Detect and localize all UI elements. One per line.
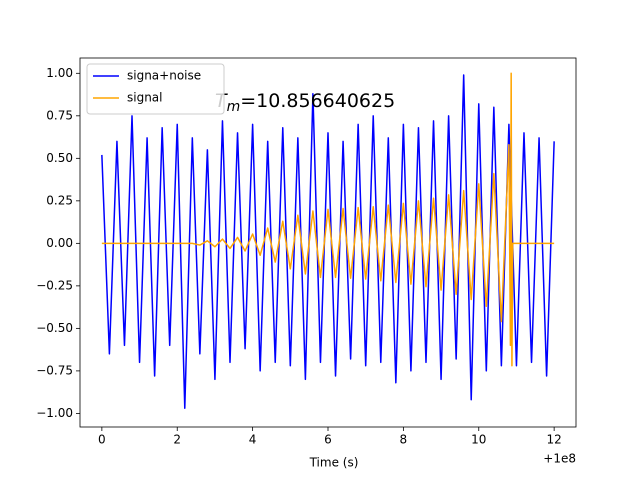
x-tick-label: 10: [471, 433, 486, 447]
y-tick-label: 0.00: [46, 236, 73, 250]
legend-label: signa+noise: [127, 69, 201, 83]
y-tick-label: 0.50: [46, 151, 73, 165]
annotation: Tm=10.856640625: [215, 90, 395, 116]
x-offset-label: +1e8: [543, 452, 576, 466]
series-line: [101, 72, 555, 367]
annotation-subscript: m: [227, 99, 241, 115]
legend-label: signal: [127, 91, 163, 105]
y-tick-label: −1.00: [36, 406, 73, 420]
x-tick-label: 12: [546, 433, 561, 447]
x-tick-label: 4: [249, 433, 257, 447]
x-axis-label: Time (s): [309, 456, 359, 470]
series-line: [101, 74, 555, 410]
x-tick-label: 6: [324, 433, 332, 447]
x-tick-label: 0: [98, 433, 106, 447]
y-tick-label: 1.00: [46, 66, 73, 80]
y-tick-label: −0.50: [36, 321, 73, 335]
y-tick-label: −0.75: [36, 363, 73, 377]
x-tick-label: 8: [400, 433, 408, 447]
annotation-text: =10.856640625: [240, 90, 395, 112]
legend-box: [86, 63, 225, 115]
x-tick-label: 2: [173, 433, 181, 447]
y-tick-label: 0.75: [46, 108, 73, 122]
y-tick-label: −0.25: [36, 278, 73, 292]
y-tick-label: 0.25: [46, 193, 73, 207]
